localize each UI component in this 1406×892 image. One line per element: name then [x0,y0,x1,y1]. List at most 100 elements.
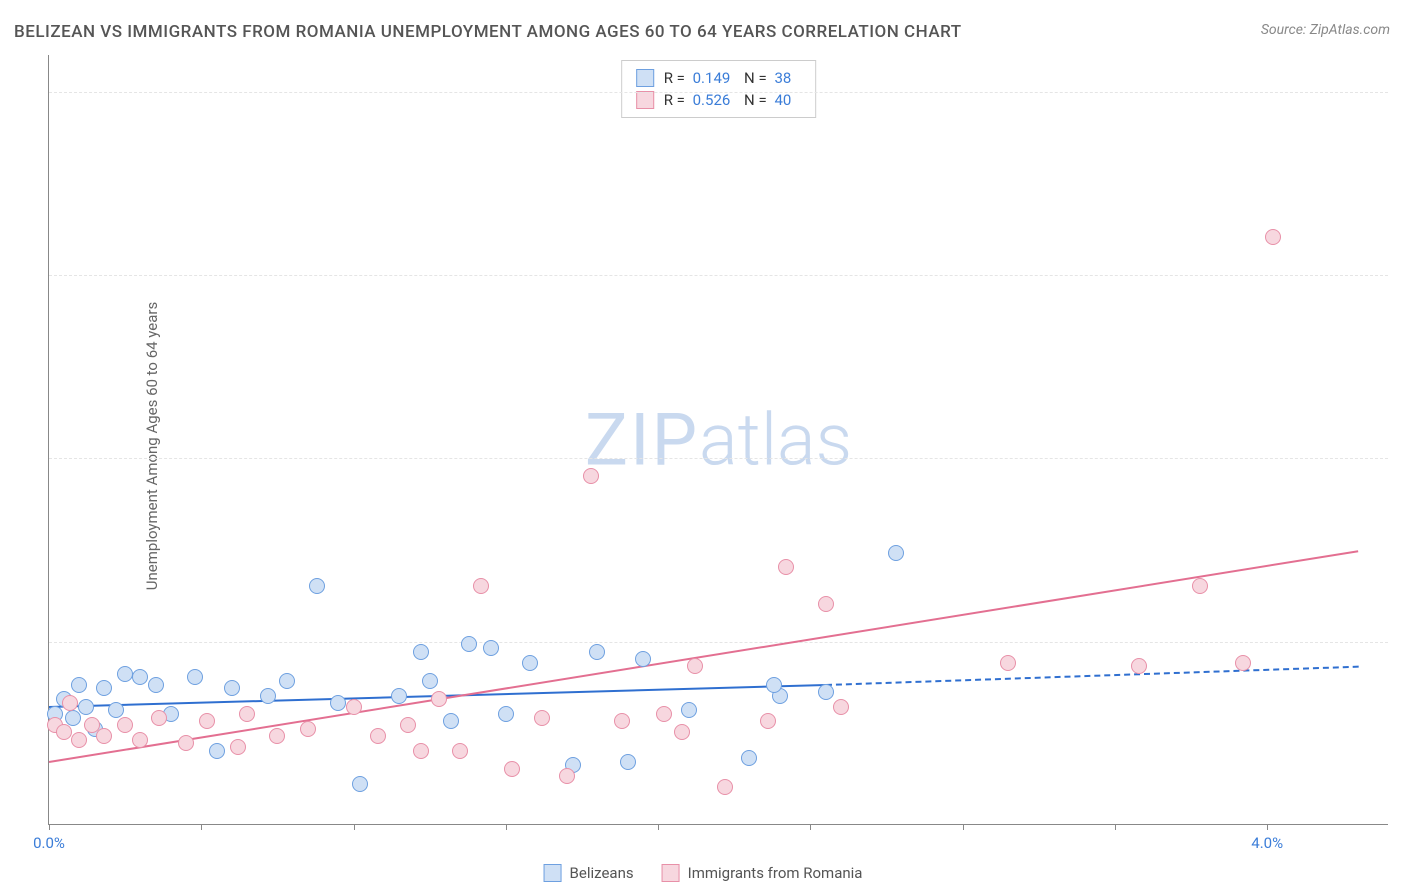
data-point [522,655,538,671]
data-point [681,702,697,718]
data-point [589,644,605,660]
series-swatch [636,69,654,87]
data-point [422,673,438,689]
gridline [49,92,1388,93]
data-point [534,710,550,726]
data-point [71,732,87,748]
data-point [56,724,72,740]
data-point [148,677,164,693]
data-point [330,695,346,711]
gridline [49,642,1388,643]
data-point [309,578,325,594]
source-attribution: Source: ZipAtlas.com [1261,22,1390,38]
x-tick [1115,824,1116,830]
data-point [132,669,148,685]
data-point [818,596,834,612]
data-point [1131,658,1147,674]
watermark-part1: ZIP [585,397,699,482]
data-point [370,728,386,744]
data-point [413,644,429,660]
data-point [559,768,575,784]
x-tick-label: 4.0% [1251,834,1283,852]
data-point [635,651,651,667]
bottom-legend: Belizeans Immigrants from Romania [544,864,863,882]
data-point [199,713,215,729]
data-point [614,713,630,729]
data-point [1235,655,1251,671]
stats-text: R = 0.526 N = 40 [664,91,802,109]
data-point [279,673,295,689]
data-point [352,776,368,792]
plot-area: ZIPatlas R = 0.149 N = 38 R = 0.526 N = 4… [48,55,1388,825]
data-point [833,699,849,715]
watermark: ZIPatlas [585,397,852,482]
data-point [583,468,599,484]
legend-item: Belizeans [544,864,634,882]
data-point [117,717,133,733]
data-point [778,559,794,575]
data-point [187,669,203,685]
x-tick-label: 0.0% [33,834,65,852]
data-point [818,684,834,700]
data-point [96,728,112,744]
data-point [717,779,733,795]
data-point [151,710,167,726]
data-point [687,658,703,674]
data-point [239,706,255,722]
data-point [269,728,285,744]
data-point [452,743,468,759]
data-point [96,680,112,696]
data-point [209,743,225,759]
data-point [1000,655,1016,671]
y-tick-label: 30.0% [1398,266,1406,284]
x-tick [506,824,507,830]
series-swatch [636,91,654,109]
data-point [132,732,148,748]
data-point [760,713,776,729]
data-point [431,691,447,707]
data-point [78,699,94,715]
legend-swatch [544,864,562,882]
y-tick-label: 40.0% [1398,83,1406,101]
data-point [461,636,477,652]
data-point [473,578,489,594]
x-tick [354,824,355,830]
data-point [741,750,757,766]
legend-swatch [662,864,680,882]
data-point [1192,578,1208,594]
stats-row: R = 0.149 N = 38 [636,67,802,89]
trend-line-extrapolated [826,665,1359,685]
gridline [49,458,1388,459]
data-point [62,695,78,711]
data-point [400,717,416,733]
data-point [346,699,362,715]
x-tick [963,824,964,830]
data-point [498,706,514,722]
x-tick [49,824,50,830]
trend-line [49,550,1359,763]
data-point [413,743,429,759]
data-point [391,688,407,704]
stats-text: R = 0.149 N = 38 [664,69,802,87]
x-tick [1267,824,1268,830]
y-tick-label: 10.0% [1398,633,1406,651]
data-point [1265,229,1281,245]
correlation-chart: BELIZEAN VS IMMIGRANTS FROM ROMANIA UNEM… [0,0,1406,892]
stats-legend-box: R = 0.149 N = 38 R = 0.526 N = 40 [621,60,817,118]
y-tick-label: 20.0% [1398,449,1406,467]
legend-label: Immigrants from Romania [688,864,863,882]
data-point [620,754,636,770]
x-tick [810,824,811,830]
data-point [117,666,133,682]
data-point [300,721,316,737]
chart-title: BELIZEAN VS IMMIGRANTS FROM ROMANIA UNEM… [14,22,962,42]
data-point [656,706,672,722]
data-point [888,545,904,561]
data-point [178,735,194,751]
data-point [108,702,124,718]
gridline [49,275,1388,276]
legend-item: Immigrants from Romania [662,864,863,882]
data-point [260,688,276,704]
data-point [224,680,240,696]
data-point [230,739,246,755]
